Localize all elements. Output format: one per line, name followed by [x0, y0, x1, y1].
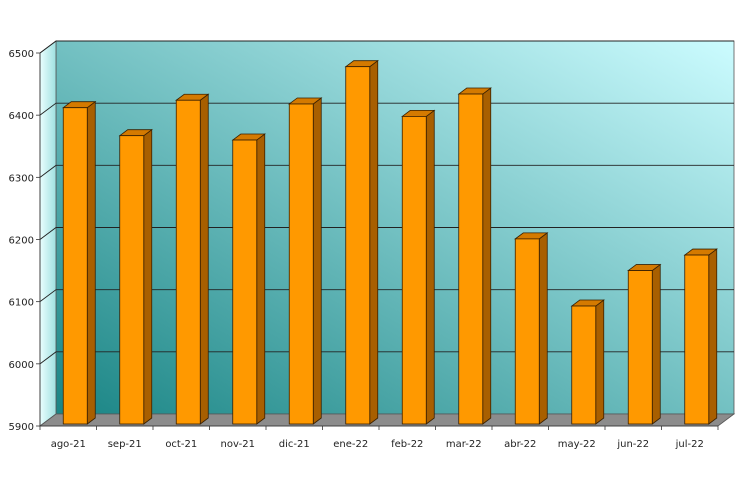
bar: [175, 93, 210, 425]
bar: [118, 128, 153, 425]
x-tick-label: may-22: [558, 439, 596, 450]
bar: [62, 100, 97, 425]
x-tick-label: nov-21: [221, 439, 255, 450]
bar: [288, 97, 323, 425]
bars: [62, 59, 718, 425]
x-tick-label: jun-22: [616, 439, 649, 450]
x-tick-label: sep-21: [108, 439, 142, 450]
gridlines: [39, 40, 734, 365]
x-tick-label: ene-22: [333, 439, 368, 450]
y-tick-label: 6100: [9, 298, 34, 309]
bar: [570, 299, 605, 425]
y-tick-label: 6000: [9, 360, 34, 371]
gridline: [39, 164, 734, 178]
gridline: [39, 102, 734, 116]
bar: [457, 87, 492, 425]
y-tick-label: 6400: [9, 111, 34, 122]
gridline: [39, 227, 734, 240]
x-tick-label: feb-22: [391, 439, 423, 450]
bar: [683, 248, 718, 425]
x-tick-label: dic-21: [279, 439, 310, 450]
bar: [401, 109, 436, 425]
bar: [514, 232, 549, 425]
y-axis-ticks: 5900 6000 6100 6200 6300 6400 6500: [9, 49, 41, 433]
bar: [344, 59, 379, 425]
gridline: [39, 289, 734, 303]
bar: [231, 133, 266, 425]
x-tick-label: mar-22: [446, 439, 482, 450]
y-tick-label: 6200: [9, 236, 34, 247]
x-axis-ticks: ago-21 sep-21 oct-21 nov-21 dic-21 ene-22 feb-…: [39, 425, 719, 450]
gridline: [39, 351, 734, 365]
x-tick-label: jul-22: [675, 439, 704, 450]
x-tick-label: ago-21: [51, 439, 86, 450]
y-tick-label: 6300: [9, 173, 34, 184]
y-tick-label: 5900: [9, 422, 34, 433]
gridline: [39, 40, 734, 54]
x-tick-label: oct-21: [165, 439, 197, 450]
y-tick-label: 6500: [9, 49, 34, 60]
bar: [627, 263, 662, 425]
x-tick-label: abr-22: [504, 439, 536, 450]
